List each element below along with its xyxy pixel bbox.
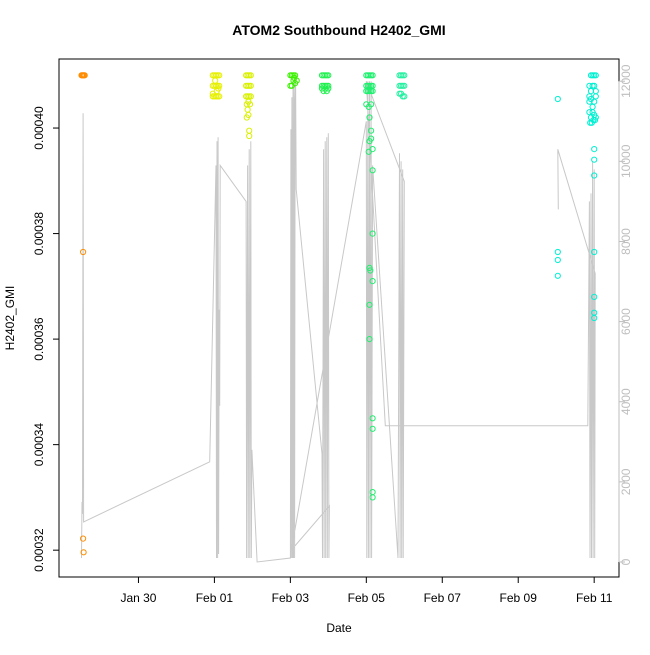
data-point-cluster-8 — [554, 272, 561, 279]
data-point-cluster-6 — [367, 267, 374, 274]
secondary-y-tick-label: 4000 — [619, 388, 633, 415]
data-point-cluster-7 — [401, 93, 408, 100]
y-tick-label: 0.00040 — [32, 106, 46, 150]
data-point-cluster-8 — [591, 117, 599, 124]
data-point-cluster-6 — [369, 230, 376, 237]
data-point-cluster-8 — [591, 146, 598, 153]
data-point-cluster-5 — [325, 85, 332, 92]
data-point-cluster-8 — [591, 98, 598, 105]
data-point-cluster-5 — [325, 72, 332, 79]
data-point-cluster-2 — [212, 77, 219, 84]
x-axis: Jan 30 Feb 01 Feb 03 Feb 05 Feb 07 Feb 09 Feb … — [120, 576, 613, 605]
x-tick-label: Feb 11 — [576, 591, 613, 605]
data-point-cluster-1 — [81, 72, 88, 79]
secondary-series-layer — [81, 81, 596, 563]
y-tick-label: 0.00032 — [32, 528, 46, 572]
data-point-cluster-3 — [245, 111, 252, 119]
data-point-cluster-8 — [589, 103, 596, 111]
data-point-cluster-6 — [369, 72, 376, 79]
data-point-cluster-6 — [366, 301, 373, 308]
secondary-y-axis: 0 2000 4000 6000 8000 10000 12000 — [618, 64, 633, 565]
data-point-cluster-4 — [292, 72, 299, 79]
data-point-cluster-6 — [369, 167, 376, 174]
data-point-cluster-2 — [216, 93, 223, 100]
data-point-cluster-6 — [369, 489, 376, 496]
data-point-cluster-6 — [366, 336, 373, 343]
data-point-cluster-6 — [369, 415, 376, 422]
secondary-y-tick-label: 6000 — [619, 308, 633, 335]
data-point-cluster-8 — [591, 314, 598, 322]
data-point-cluster-7 — [401, 72, 408, 79]
data-point-cluster-3 — [244, 106, 251, 113]
data-point-cluster-6 — [369, 425, 376, 432]
chart-title: ATOM2 Southbound H2402_GMI — [232, 22, 445, 38]
scatter-points-layer — [78, 72, 599, 556]
data-point-cluster-6 — [366, 138, 373, 145]
data-point-cluster-6 — [366, 114, 373, 121]
data-point-cluster-3 — [246, 132, 253, 140]
x-tick-label: Jan 30 — [120, 591, 156, 605]
secondary-y-tick-label: 8000 — [619, 228, 633, 255]
data-point-cluster-8 — [591, 156, 598, 163]
data-point-cluster-6 — [366, 264, 373, 271]
secondary-series-line — [81, 81, 596, 563]
data-point-cluster-2 — [216, 72, 223, 79]
data-point-cluster-8 — [592, 93, 599, 100]
data-point-cluster-8 — [554, 248, 561, 256]
data-point-cluster-3 — [246, 101, 254, 108]
data-point-cluster-2 — [216, 82, 223, 89]
data-point-cluster-6 — [369, 88, 376, 95]
data-point-cluster-1 — [80, 535, 87, 542]
data-point-cluster-8 — [591, 82, 598, 89]
data-point-cluster-8 — [591, 248, 598, 256]
data-point-cluster-8 — [554, 256, 561, 264]
x-tick-label: Feb 01 — [196, 591, 234, 605]
data-point-cluster-8 — [591, 172, 598, 179]
x-tick-label: Feb 09 — [500, 591, 538, 605]
x-tick-label: Feb 03 — [272, 591, 310, 605]
data-point-cluster-1 — [80, 549, 87, 556]
data-point-cluster-3 — [246, 127, 253, 134]
data-point-cluster-8 — [591, 293, 598, 300]
x-tick-label: Feb 05 — [348, 591, 386, 605]
data-point-cluster-6 — [369, 278, 376, 285]
secondary-y-tick-label: 0 — [619, 558, 633, 565]
x-axis-label: Date — [326, 621, 352, 635]
y-tick-label: 0.00038 — [32, 212, 46, 256]
data-point-cluster-3 — [247, 82, 254, 89]
data-point-cluster-1 — [80, 248, 87, 256]
y-axis-label: H2402_GMI — [3, 286, 17, 351]
y-tick-label: 0.00036 — [32, 317, 46, 361]
data-point-cluster-6 — [369, 494, 376, 501]
data-point-cluster-8 — [586, 109, 593, 116]
data-point-cluster-7 — [401, 82, 408, 89]
data-point-cluster-3 — [247, 93, 254, 100]
y-axis: 0.00032 0.00034 0.00036 0.00038 0.00040 — [32, 106, 60, 572]
data-point-cluster-3 — [247, 72, 254, 79]
data-point-cluster-2 — [213, 88, 220, 95]
data-point-cluster-6 — [368, 127, 375, 134]
x-tick-label: Feb 07 — [424, 591, 462, 605]
y-tick-label: 0.00034 — [32, 423, 46, 467]
secondary-y-tick-label: 10000 — [619, 144, 633, 178]
secondary-y-tick-label: 12000 — [619, 64, 633, 98]
data-point-cluster-8 — [592, 72, 599, 79]
data-point-cluster-6 — [368, 101, 375, 108]
data-point-cluster-6 — [365, 148, 372, 155]
data-point-cluster-4 — [291, 74, 298, 82]
data-point-cluster-8 — [554, 95, 561, 103]
plot-frame — [58, 58, 620, 578]
secondary-y-tick-label: 2000 — [619, 468, 633, 495]
